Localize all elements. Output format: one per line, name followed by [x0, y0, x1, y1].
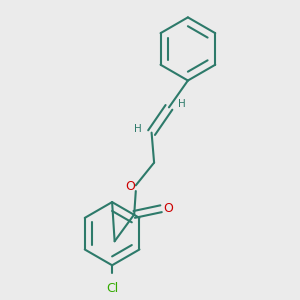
- Text: Cl: Cl: [106, 282, 118, 295]
- Text: H: H: [134, 124, 142, 134]
- Text: O: O: [125, 180, 135, 193]
- Text: O: O: [163, 202, 173, 215]
- Text: H: H: [178, 99, 186, 109]
